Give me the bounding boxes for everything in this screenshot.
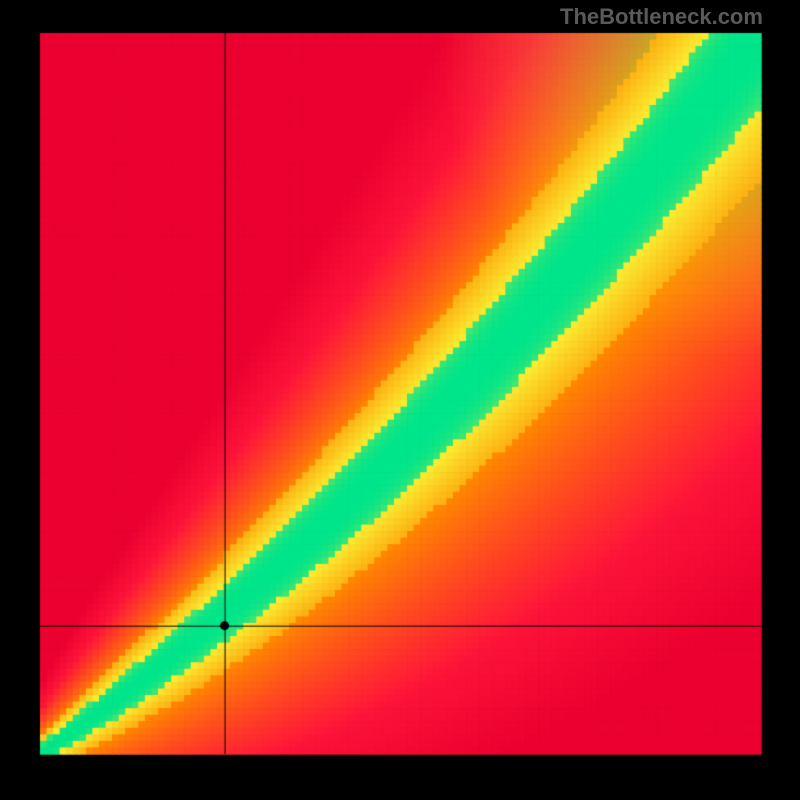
watermark-text: TheBottleneck.com (560, 4, 763, 30)
chart-container: TheBottleneck.com (0, 0, 800, 800)
overlay-canvas (0, 0, 800, 800)
